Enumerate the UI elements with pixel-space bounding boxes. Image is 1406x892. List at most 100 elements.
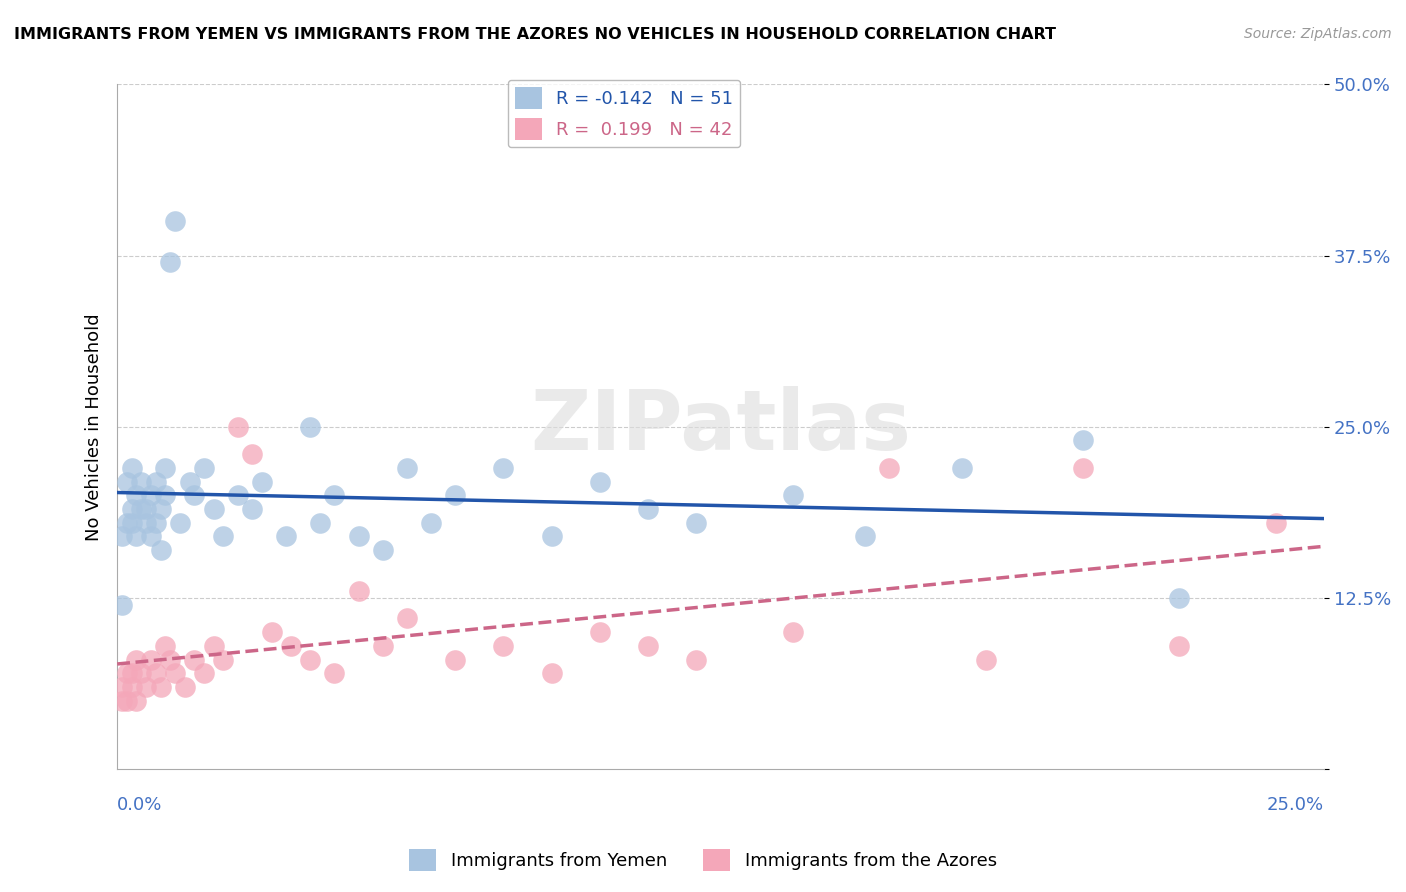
Point — [115, 516, 138, 530]
Point — [149, 680, 172, 694]
Point — [299, 652, 322, 666]
Legend: R = -0.142   N = 51, R =  0.199   N = 42: R = -0.142 N = 51, R = 0.199 N = 42 — [508, 79, 741, 147]
Point — [260, 625, 283, 640]
Point — [212, 529, 235, 543]
Point — [111, 529, 134, 543]
Point — [121, 502, 143, 516]
Point — [165, 214, 187, 228]
Point — [226, 488, 249, 502]
Point — [395, 611, 418, 625]
Point — [371, 639, 394, 653]
Point — [183, 488, 205, 502]
Point — [135, 680, 157, 694]
Point — [202, 639, 225, 653]
Text: 25.0%: 25.0% — [1267, 797, 1324, 814]
Point — [309, 516, 332, 530]
Point — [782, 625, 804, 640]
Point — [280, 639, 302, 653]
Point — [131, 475, 153, 489]
Point — [183, 652, 205, 666]
Point — [1071, 460, 1094, 475]
Point — [121, 666, 143, 681]
Point — [323, 488, 346, 502]
Point — [139, 652, 162, 666]
Point — [1071, 434, 1094, 448]
Point — [139, 488, 162, 502]
Point — [444, 488, 467, 502]
Point — [540, 529, 562, 543]
Text: Source: ZipAtlas.com: Source: ZipAtlas.com — [1244, 27, 1392, 41]
Point — [125, 529, 148, 543]
Point — [173, 680, 195, 694]
Point — [149, 543, 172, 558]
Point — [145, 475, 167, 489]
Point — [950, 460, 973, 475]
Point — [685, 652, 707, 666]
Point — [179, 475, 201, 489]
Point — [149, 502, 172, 516]
Point — [193, 666, 215, 681]
Point — [540, 666, 562, 681]
Point — [1168, 639, 1191, 653]
Point — [492, 460, 515, 475]
Point — [159, 255, 181, 269]
Point — [121, 680, 143, 694]
Point — [444, 652, 467, 666]
Point — [193, 460, 215, 475]
Point — [226, 419, 249, 434]
Point — [135, 516, 157, 530]
Point — [159, 652, 181, 666]
Point — [111, 680, 134, 694]
Point — [395, 460, 418, 475]
Point — [169, 516, 191, 530]
Point — [1168, 591, 1191, 605]
Y-axis label: No Vehicles in Household: No Vehicles in Household — [86, 313, 103, 541]
Point — [125, 693, 148, 707]
Point — [347, 584, 370, 599]
Point — [347, 529, 370, 543]
Point — [121, 516, 143, 530]
Point — [165, 666, 187, 681]
Point — [121, 460, 143, 475]
Point — [155, 488, 177, 502]
Point — [145, 516, 167, 530]
Point — [419, 516, 441, 530]
Point — [323, 666, 346, 681]
Point — [115, 475, 138, 489]
Point — [155, 639, 177, 653]
Point — [212, 652, 235, 666]
Point — [202, 502, 225, 516]
Point — [135, 502, 157, 516]
Point — [145, 666, 167, 681]
Point — [125, 652, 148, 666]
Point — [974, 652, 997, 666]
Point — [685, 516, 707, 530]
Text: 0.0%: 0.0% — [117, 797, 163, 814]
Point — [240, 447, 263, 461]
Point — [111, 598, 134, 612]
Point — [250, 475, 273, 489]
Point — [637, 639, 659, 653]
Text: ZIPatlas: ZIPatlas — [530, 386, 911, 467]
Point — [155, 460, 177, 475]
Point — [637, 502, 659, 516]
Point — [139, 529, 162, 543]
Point — [782, 488, 804, 502]
Point — [240, 502, 263, 516]
Point — [879, 460, 901, 475]
Point — [589, 475, 612, 489]
Point — [1264, 516, 1286, 530]
Point — [111, 693, 134, 707]
Point — [125, 488, 148, 502]
Point — [131, 666, 153, 681]
Point — [115, 666, 138, 681]
Legend: Immigrants from Yemen, Immigrants from the Azores: Immigrants from Yemen, Immigrants from t… — [402, 842, 1004, 879]
Point — [589, 625, 612, 640]
Point — [853, 529, 876, 543]
Point — [276, 529, 298, 543]
Point — [492, 639, 515, 653]
Point — [371, 543, 394, 558]
Point — [299, 419, 322, 434]
Point — [115, 693, 138, 707]
Point — [131, 502, 153, 516]
